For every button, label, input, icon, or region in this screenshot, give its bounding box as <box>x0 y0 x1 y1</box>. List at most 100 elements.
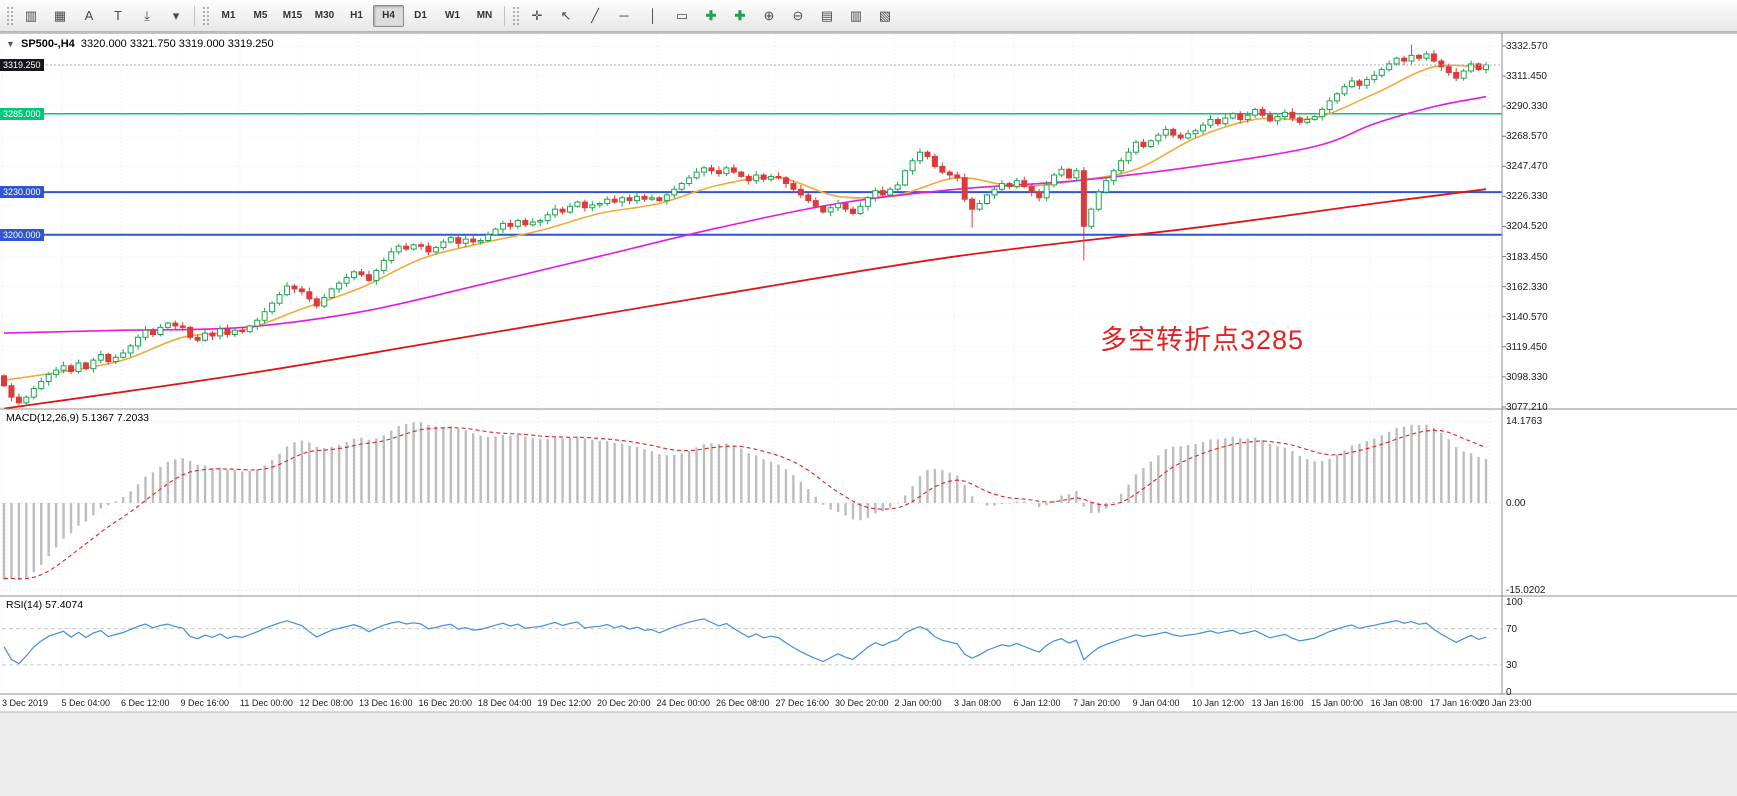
chart-symbol-label[interactable]: ▼ SP500-,H4 3320.000 3321.750 3319.000 3… <box>6 38 274 50</box>
rsi-panel[interactable] <box>0 596 1737 694</box>
dropdown-arrow-icon[interactable]: ▾ <box>172 7 180 23</box>
level-price-badge: 3285.000 <box>0 107 44 120</box>
crosshair-icon[interactable]: ✛ <box>531 7 543 23</box>
timeframe-m5-button[interactable]: M5 <box>253 10 268 21</box>
vertical-line-icon[interactable]: │ <box>648 8 658 23</box>
timeframe-w1-button[interactable]: W1 <box>445 10 460 21</box>
time-axis-label: 9 Dec 16:00 <box>180 698 230 708</box>
time-axis-label: 5 Dec 04:00 <box>61 698 111 708</box>
candle-body <box>842 202 849 210</box>
tile-vertical-icon[interactable]: ▥ <box>849 7 863 23</box>
macd-panel[interactable] <box>0 409 1737 596</box>
timeframe-d1-button[interactable]: D1 <box>414 10 427 21</box>
candle-body <box>663 194 670 202</box>
new-chart-icon[interactable]: ▥ <box>24 7 38 23</box>
macd-axis-label: -15.0202 <box>1506 585 1546 596</box>
zoom-out-icon[interactable]: ⊖ <box>792 7 804 23</box>
candle-body <box>656 197 663 202</box>
candle-body <box>283 285 290 296</box>
candle-body <box>1371 74 1378 81</box>
candle-body <box>1475 63 1482 71</box>
toolbar-grip-2[interactable] <box>202 5 209 26</box>
candle-body <box>879 190 886 196</box>
price-axis-label: 3268.570 <box>1506 131 1548 143</box>
candle-body <box>1244 114 1251 120</box>
timeframe-mn-button[interactable]: MN <box>476 10 493 21</box>
toolbar-grip-3[interactable] <box>512 5 519 26</box>
medium-ma-line <box>3 95 1487 334</box>
time-axis-strip[interactable] <box>0 694 1737 712</box>
candle-body <box>894 184 901 190</box>
candle-body <box>418 244 425 247</box>
collapse-arrow-icon[interactable]: ▼ <box>6 39 15 49</box>
toolbar-separator-2 <box>504 5 505 26</box>
candle-body <box>261 311 268 321</box>
candle-body <box>1140 141 1147 148</box>
chart-annotation-text[interactable]: 多空转折点3285 <box>1100 325 1305 355</box>
price-axis-label: 3119.450 <box>1506 341 1547 353</box>
candle-body <box>343 277 350 284</box>
rsi-line <box>3 618 1487 665</box>
candle-body <box>1267 114 1274 122</box>
text-label-icon[interactable]: T <box>114 8 122 23</box>
horizontal-line-icon[interactable]: ─ <box>619 8 629 23</box>
macd-signal-line <box>3 427 1487 580</box>
zoom-in-icon[interactable]: ⊕ <box>763 7 775 23</box>
candle-body <box>946 171 953 176</box>
candle-body <box>730 167 737 173</box>
timeframe-m1-button[interactable]: M1 <box>221 10 236 21</box>
time-axis-label: 17 Jan 16:00 <box>1430 698 1483 708</box>
shapes-icon[interactable]: ▭ <box>675 7 689 23</box>
timeframe-m30-button[interactable]: M30 <box>314 10 335 21</box>
cursor-arrow-icon[interactable]: ↖ <box>560 7 572 23</box>
candle-body <box>820 205 827 213</box>
candle-body <box>1319 108 1326 118</box>
candle-body <box>1125 151 1132 162</box>
time-axis-label: 3 Jan 08:00 <box>954 698 1002 708</box>
add-template-icon[interactable]: ✚ <box>734 7 746 23</box>
candle-body <box>462 238 469 244</box>
add-indicator-icon[interactable]: ✚ <box>705 7 717 23</box>
timeframe-h1-button[interactable]: H1 <box>350 10 363 21</box>
tile-windows-icon[interactable]: ▤ <box>820 7 834 23</box>
candle-body <box>105 353 112 363</box>
candle-body <box>887 188 894 196</box>
time-axis-label: 2 Jan 00:00 <box>894 698 942 708</box>
candle-body <box>768 175 775 180</box>
candle-body <box>1177 134 1184 139</box>
candle-body <box>648 197 655 200</box>
candle-body <box>447 237 454 243</box>
cursor-mode-icon[interactable]: A <box>84 8 94 23</box>
candle-body <box>790 183 797 190</box>
candle-body <box>1453 71 1460 79</box>
timeframe-h4-button[interactable]: H4 <box>373 4 404 27</box>
price-axis-label: 3311.450 <box>1506 71 1547 83</box>
candle-body <box>723 167 730 175</box>
candle-body <box>164 322 171 328</box>
trendline-icon[interactable]: ╱ <box>591 7 599 23</box>
candle-body <box>574 201 581 207</box>
candle-body <box>1483 64 1489 71</box>
chart-profiles-icon[interactable]: ▦ <box>53 7 67 23</box>
candle-body <box>849 208 856 214</box>
cascade-windows-icon[interactable]: ▧ <box>878 7 892 23</box>
candle-body <box>1281 111 1288 118</box>
candle-body <box>53 369 60 375</box>
candle-body <box>224 328 231 336</box>
candle-body <box>1006 183 1013 187</box>
candle-body <box>738 171 745 177</box>
candle-body <box>351 271 358 279</box>
time-axis-label: 16 Dec 20:00 <box>418 698 473 708</box>
toolbar-grip[interactable] <box>6 5 13 26</box>
candle-body <box>403 245 410 250</box>
current-price-badge: 3319.250 <box>0 58 44 71</box>
candle-body <box>30 388 37 398</box>
candle-body <box>864 197 871 207</box>
candle-body <box>1207 118 1214 126</box>
candle-body <box>1229 113 1236 119</box>
timeframe-m15-button[interactable]: M15 <box>282 10 303 21</box>
time-axis-label: 6 Jan 12:00 <box>1013 698 1061 708</box>
draw-tools-icon[interactable]: ⤓ <box>144 7 150 23</box>
main-chart-panel[interactable] <box>0 33 1737 409</box>
